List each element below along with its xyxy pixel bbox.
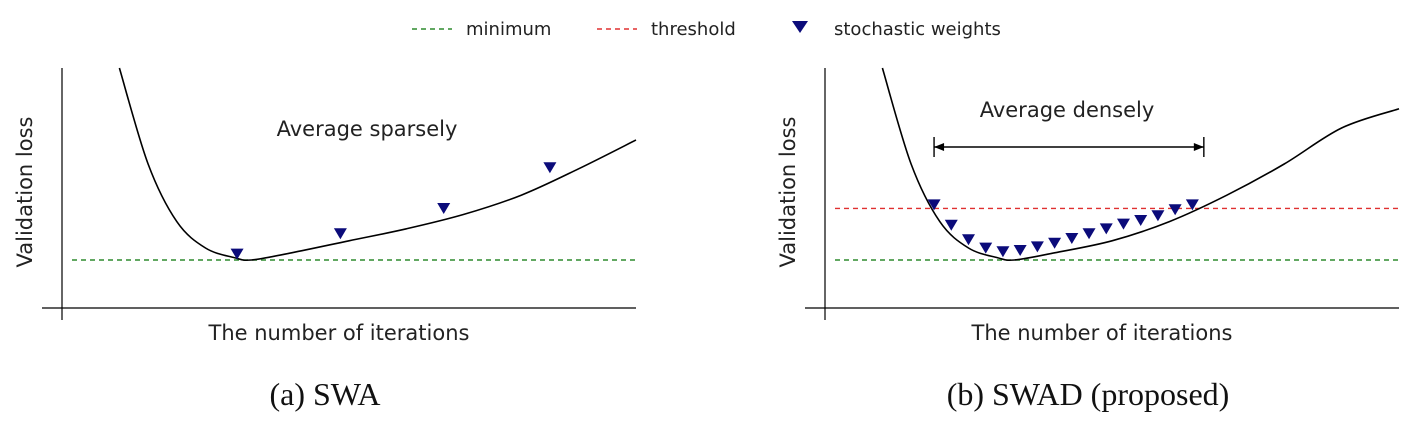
stochastic-weight-marker-swad-14 [1151, 210, 1165, 222]
range-arrow-left-head [934, 143, 945, 151]
stochastic-weight-marker-swad-8 [1048, 237, 1062, 249]
panel-swad: Average densely Validation loss The numb… [776, 67, 1400, 412]
legend-stochastic-weights-label: stochastic weights [834, 19, 1001, 40]
stochastic-weight-marker-swad-4 [979, 242, 993, 254]
stochastic-weight-marker-swa-4 [543, 162, 557, 174]
loss-curve-swa [118, 67, 637, 262]
legend-minimum-label: minimum [466, 19, 551, 40]
stochastic-weight-marker-swad-11 [1099, 223, 1113, 235]
legend-item-threshold: threshold [597, 19, 736, 40]
legend-threshold-label: threshold [651, 19, 736, 40]
stochastic-weights-swa [230, 162, 557, 260]
y-axis-label-swa: Validation loss [13, 117, 37, 268]
legend-triangle-marker-icon [792, 21, 808, 33]
stochastic-weight-marker-swad-6 [1013, 245, 1027, 256]
stochastic-weight-marker-swa-1 [230, 248, 244, 260]
legend-item-minimum: minimum [412, 19, 551, 40]
stochastic-weight-marker-swad-9 [1065, 233, 1079, 244]
stochastic-weight-marker-swad-15 [1168, 204, 1182, 216]
legend: minimum threshold stochastic weights [412, 19, 1001, 40]
caption-swad: (b) SWAD (proposed) [947, 376, 1230, 412]
stochastic-weights-swad [927, 199, 1199, 258]
y-axis-label-swad: Validation loss [776, 117, 800, 268]
range-arrow-right-head [1193, 143, 1204, 151]
stochastic-weight-marker-swad-1 [927, 199, 941, 211]
stochastic-weight-marker-swad-13 [1134, 215, 1148, 226]
stochastic-weight-marker-swad-16 [1185, 199, 1199, 211]
stochastic-weight-marker-swad-12 [1116, 218, 1130, 230]
stochastic-weight-marker-swad-5 [996, 246, 1010, 258]
x-axis-label-swad: The number of iterations [971, 321, 1233, 345]
loss-curve-swad [881, 67, 1400, 262]
x-axis-label-swa: The number of iterations [208, 321, 470, 345]
legend-item-stochastic-weights: stochastic weights [792, 19, 1001, 40]
stochastic-weight-marker-swad-3 [962, 234, 975, 246]
panel-swa: Average sparsely Validation loss The num… [13, 67, 637, 412]
annotation-swad: Average densely [980, 98, 1155, 122]
annotation-swa: Average sparsely [277, 117, 458, 141]
caption-swa: (a) SWA [269, 376, 380, 412]
stochastic-weight-marker-swad-2 [944, 219, 958, 231]
stochastic-weight-marker-swad-10 [1082, 228, 1096, 240]
stochastic-weight-marker-swa-2 [333, 228, 347, 240]
stochastic-weight-marker-swad-7 [1030, 241, 1044, 253]
averaging-range-arrow [933, 137, 1205, 157]
stochastic-weight-marker-swa-3 [437, 203, 451, 214]
